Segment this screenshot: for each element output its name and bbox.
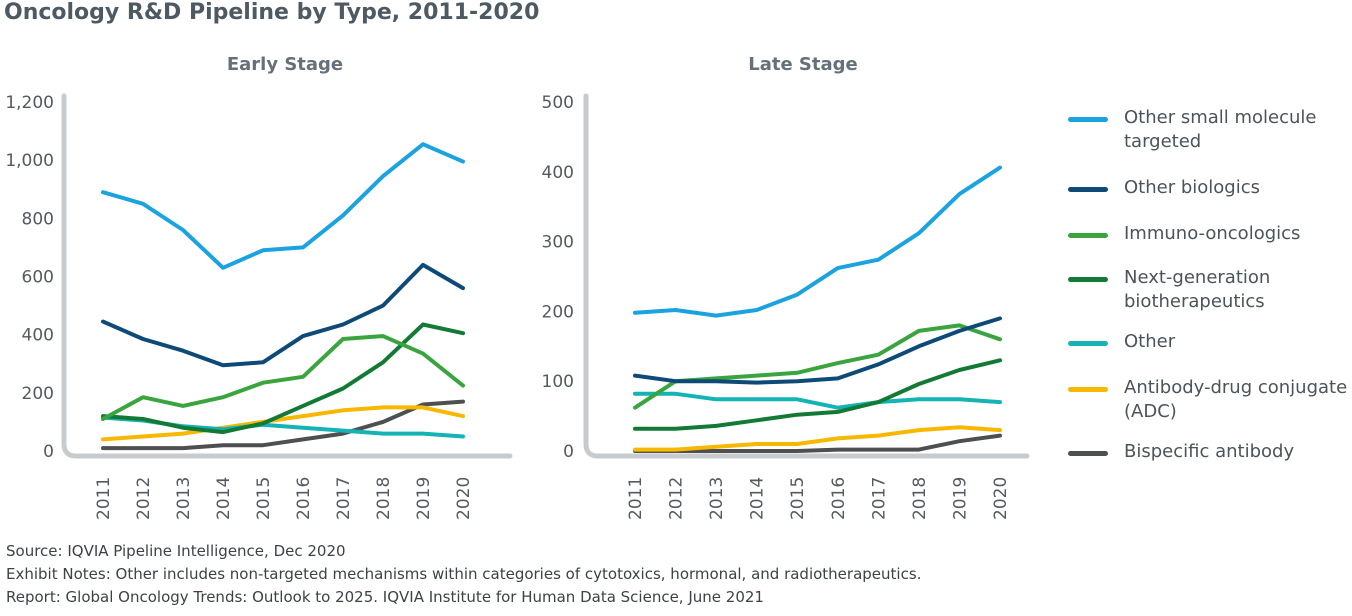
x-tick-label: 2012: [667, 477, 687, 520]
source-note: Source: IQVIA Pipeline Intelligence, Dec…: [6, 542, 346, 560]
x-tick-label: 2015: [788, 477, 808, 520]
footnotes: Source: IQVIA Pipeline Intelligence, Dec…: [6, 540, 921, 609]
x-tick-label: 2016: [829, 477, 849, 520]
legend-swatch: [1068, 117, 1108, 122]
exhibit-note: Exhibit Notes: Other includes non-target…: [6, 565, 922, 583]
legend-item-other-biologics: Other biologics: [1068, 176, 1352, 200]
x-tick-label: 2012: [134, 477, 154, 520]
chart-canvas: Early Stage 0 200 400 600 800 1,000 1,200 2011 20…: [5, 54, 1030, 520]
legend-item-antibody-drug-conjugate-adc: Antibody-drug conjugate (ADC): [1068, 376, 1352, 424]
x-tick-label: 2017: [334, 477, 354, 520]
y-tick-label: 400: [22, 326, 54, 346]
legend-label: Other: [1124, 331, 1176, 352]
legend-swatch: [1068, 451, 1108, 456]
legend-label: Antibody-drug conjugate (ADC): [1124, 377, 1348, 422]
y-tick-label: 1,200: [5, 93, 54, 113]
y-tick-label: 300: [542, 233, 574, 253]
axis-line: [61, 93, 513, 459]
legend-label: Other biologics: [1124, 177, 1260, 198]
x-tick-label: 2011: [94, 477, 114, 520]
x-tick-label: 2013: [707, 477, 727, 520]
series-line-bispecific-antibody: [101, 399, 465, 451]
late-stage-panel: Late Stage 0 100 200 300 400 500 2011 2012 2013 20…: [542, 54, 1030, 520]
series-line-antibody-drug-conjugate-adc: [633, 425, 1002, 452]
series-line-other-biologics: [633, 316, 1002, 385]
x-tick-label: 2011: [626, 477, 646, 520]
legend-item-next-generation-biotherapeutics: Next-generation biotherapeutics: [1068, 266, 1352, 314]
y-tick-label: 200: [22, 384, 54, 404]
x-tick-label: 2016: [294, 477, 314, 520]
series-line-next-generation-biotherapeutics: [633, 358, 1002, 431]
axis-line: [583, 93, 1030, 459]
y-tick-label: 600: [22, 268, 54, 288]
legend-label: Immuno-oncologics: [1124, 223, 1301, 244]
legend-item-other-small-molecule-targeted: Other small molecule targeted: [1068, 106, 1352, 154]
series-line-other-biologics: [101, 262, 465, 368]
x-tick-label: 2017: [869, 477, 889, 520]
legend-swatch: [1068, 277, 1108, 282]
legend-swatch: [1068, 387, 1108, 392]
series-line-antibody-drug-conjugate-adc: [101, 405, 465, 442]
y-tick-label: 100: [542, 372, 574, 392]
legend-item-bispecific-antibody: Bispecific antibody: [1068, 440, 1352, 464]
legend-label: Other small molecule targeted: [1124, 107, 1317, 152]
y-tick-label: 500: [542, 93, 574, 113]
x-tick-label: 2013: [174, 477, 194, 520]
x-tick-label: 2018: [374, 477, 394, 520]
legend-swatch: [1068, 341, 1108, 346]
legend-swatch: [1068, 187, 1108, 192]
legend-item-other: Other: [1068, 330, 1352, 354]
y-tick-label: 800: [22, 209, 54, 229]
x-tick-label: 2018: [910, 477, 930, 520]
x-tick-label: 2019: [950, 477, 970, 520]
x-tick-label: 2020: [454, 477, 474, 520]
panel-title: Early Stage: [227, 54, 343, 75]
series-line-other-small-molecule-targeted: [101, 142, 465, 270]
x-tick-label: 2019: [414, 477, 434, 520]
legend-label: Bispecific antibody: [1124, 441, 1295, 462]
series-line-bispecific-antibody: [633, 433, 1002, 453]
panel-title: Late Stage: [748, 54, 858, 75]
chart-title: Oncology R&D Pipeline by Type, 2011-2020: [4, 0, 540, 25]
x-tick-label: 2014: [748, 477, 768, 520]
series-line-other-small-molecule-targeted: [633, 165, 1002, 318]
x-tick-label: 2015: [254, 477, 274, 520]
y-tick-label: 1,000: [5, 151, 54, 171]
x-tick-label: 2020: [991, 477, 1011, 520]
y-tick-label: 200: [542, 302, 574, 322]
y-tick-label: 0: [563, 442, 574, 462]
report-note: Report: Global Oncology Trends: Outlook …: [6, 588, 764, 606]
x-tick-label: 2014: [214, 477, 234, 520]
y-tick-label: 0: [43, 442, 54, 462]
series-line-immuno-oncologics: [101, 334, 465, 421]
legend-label: Next-generation biotherapeutics: [1124, 267, 1271, 312]
series-line-other: [633, 391, 1002, 410]
legend-swatch: [1068, 233, 1108, 238]
legend-item-immuno-oncologics: Immuno-oncologics: [1068, 222, 1352, 246]
y-tick-label: 400: [542, 163, 574, 183]
early-stage-panel: Early Stage 0 200 400 600 800 1,000 1,200 2011 20…: [5, 54, 513, 520]
